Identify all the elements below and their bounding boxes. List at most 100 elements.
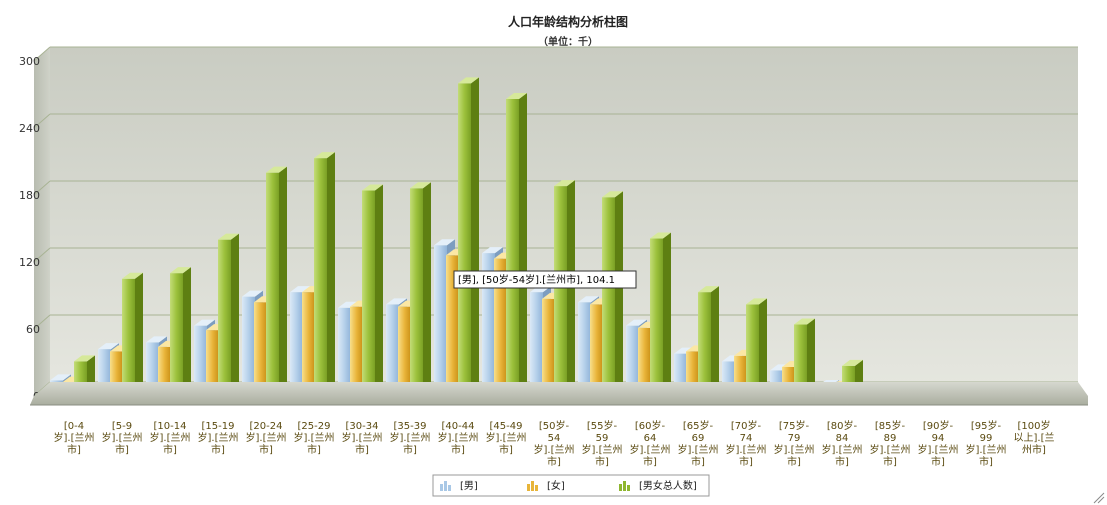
x-tick-label: [65岁-69 岁].[兰州市] xyxy=(678,419,719,468)
bar-side xyxy=(183,267,191,396)
bar-front xyxy=(170,273,183,396)
bar-front xyxy=(194,325,207,396)
legend-icon-bar xyxy=(448,485,451,491)
bar-[男女总人数]-1 xyxy=(122,272,143,396)
x-tick-label: [35-39 岁].[兰州市] xyxy=(390,421,431,456)
legend-bar-icon xyxy=(440,481,451,491)
x-tick-label: [60岁-64 岁].[兰州市] xyxy=(630,419,671,468)
x-tick-label: [30-34 岁].[兰州市] xyxy=(342,421,383,456)
y-axis: 060120180240300 xyxy=(19,55,40,403)
x-tick-label: [15-19 岁].[兰州市] xyxy=(198,421,239,456)
bar-[男女总人数]-7 xyxy=(410,182,431,396)
bar-top xyxy=(50,374,71,381)
grid-line-diag-5 xyxy=(33,46,51,62)
bar-front xyxy=(650,238,663,396)
x-tick-label: [25-29 岁].[兰州市] xyxy=(294,421,335,456)
y-tick-label: 120 xyxy=(19,256,40,269)
bar-[男女总人数]-14 xyxy=(746,298,767,396)
tooltip: [男], [50岁-54岁].[兰州市], 104.1 xyxy=(453,270,637,289)
bar-front xyxy=(338,307,351,396)
bar-side xyxy=(327,152,335,396)
bar-side xyxy=(807,318,815,396)
bar-top xyxy=(578,296,599,303)
x-tick-label: [50岁-54 岁].[兰州市] xyxy=(534,419,575,468)
bar-front xyxy=(386,304,399,396)
bar-front xyxy=(458,83,471,396)
bar-side xyxy=(759,298,767,396)
bar-front xyxy=(578,302,591,396)
legend-label: [男女总人数] xyxy=(639,479,697,492)
bar-front xyxy=(410,188,423,396)
bar-[男女总人数]-11 xyxy=(602,191,623,396)
bar-front xyxy=(506,98,519,396)
bar-front xyxy=(290,292,303,396)
bar-[男女总人数]-8 xyxy=(458,77,479,396)
bar-top xyxy=(194,319,215,326)
legend-bar-icon xyxy=(619,481,630,491)
bar-top xyxy=(290,286,311,293)
left-wall xyxy=(34,47,50,396)
bar-front xyxy=(542,298,555,396)
bar-[男女总人数]-6 xyxy=(362,184,383,396)
x-tick-label: [85岁-89 岁].[兰州市] xyxy=(870,419,911,468)
bar-top xyxy=(362,184,383,191)
bar-front xyxy=(794,324,807,396)
x-tick-label: [95岁-99 岁].[兰州市] xyxy=(966,419,1007,468)
bar-top xyxy=(626,319,647,326)
bar-front xyxy=(482,253,495,396)
bar-top xyxy=(338,301,359,308)
legend-icon-bar xyxy=(619,484,622,491)
bar-top xyxy=(410,182,431,189)
bar-front xyxy=(530,292,543,396)
tooltip-box xyxy=(453,270,637,289)
legend-label: [女] xyxy=(547,479,565,492)
bar-top xyxy=(650,232,671,239)
bar-front xyxy=(590,304,603,396)
bar-front xyxy=(362,190,375,396)
bar-[男女总人数]-3 xyxy=(218,233,239,396)
bar-side xyxy=(135,272,143,396)
bar-top xyxy=(314,152,335,159)
x-tick-label: [90岁-94 岁].[兰州市] xyxy=(918,419,959,468)
x-tick-label: [70岁-74 岁].[兰州市] xyxy=(726,419,767,468)
bar-front xyxy=(218,239,231,396)
bars xyxy=(50,77,1055,396)
legend-icon-bar xyxy=(535,485,538,491)
legend-icon-bar xyxy=(444,481,447,491)
resize-grip-icon[interactable] xyxy=(1093,492,1105,504)
floor-plane xyxy=(30,382,1088,405)
chart-subtitle: （单位：千） xyxy=(538,35,598,48)
x-tick-label: [100岁以上].[兰州市] xyxy=(1014,419,1055,456)
legend: [男] [女] [男女总人数] xyxy=(432,474,710,497)
x-axis: [0-4 岁].[兰州市][5-9 岁].[兰州市][10-14 岁].[兰州市][1… xyxy=(54,419,1055,468)
bar-front xyxy=(206,330,219,396)
bar-front xyxy=(626,325,639,396)
grid-line-diag-3 xyxy=(33,180,51,196)
bar-front xyxy=(446,255,459,396)
bar-side xyxy=(615,191,623,396)
tooltip-text: [男], [50岁-54岁].[兰州市], 104.1 xyxy=(458,273,615,286)
bar-front xyxy=(494,258,507,396)
bar-side xyxy=(231,233,239,396)
bar-front xyxy=(242,296,255,396)
bar-side xyxy=(663,232,671,396)
y-tick-label: 240 xyxy=(19,122,40,135)
bar-top xyxy=(698,286,719,293)
bar-top xyxy=(506,92,527,99)
bar-top xyxy=(602,191,623,198)
bar-front xyxy=(746,304,759,396)
bar-front xyxy=(554,186,567,396)
bar-top xyxy=(266,166,287,173)
bar-[男女总人数]-9 xyxy=(506,92,527,396)
bar-front xyxy=(254,302,267,396)
bar-front xyxy=(314,158,327,396)
x-tick-label: [40-44 岁].[兰州市] xyxy=(438,421,479,456)
x-tick-label: [10-14 岁].[兰州市] xyxy=(150,421,191,456)
bar-side xyxy=(471,77,479,396)
bar-side xyxy=(423,182,431,396)
grid-line-diag-4 xyxy=(33,113,51,129)
bar-top xyxy=(434,239,455,246)
bar-top xyxy=(386,298,407,305)
